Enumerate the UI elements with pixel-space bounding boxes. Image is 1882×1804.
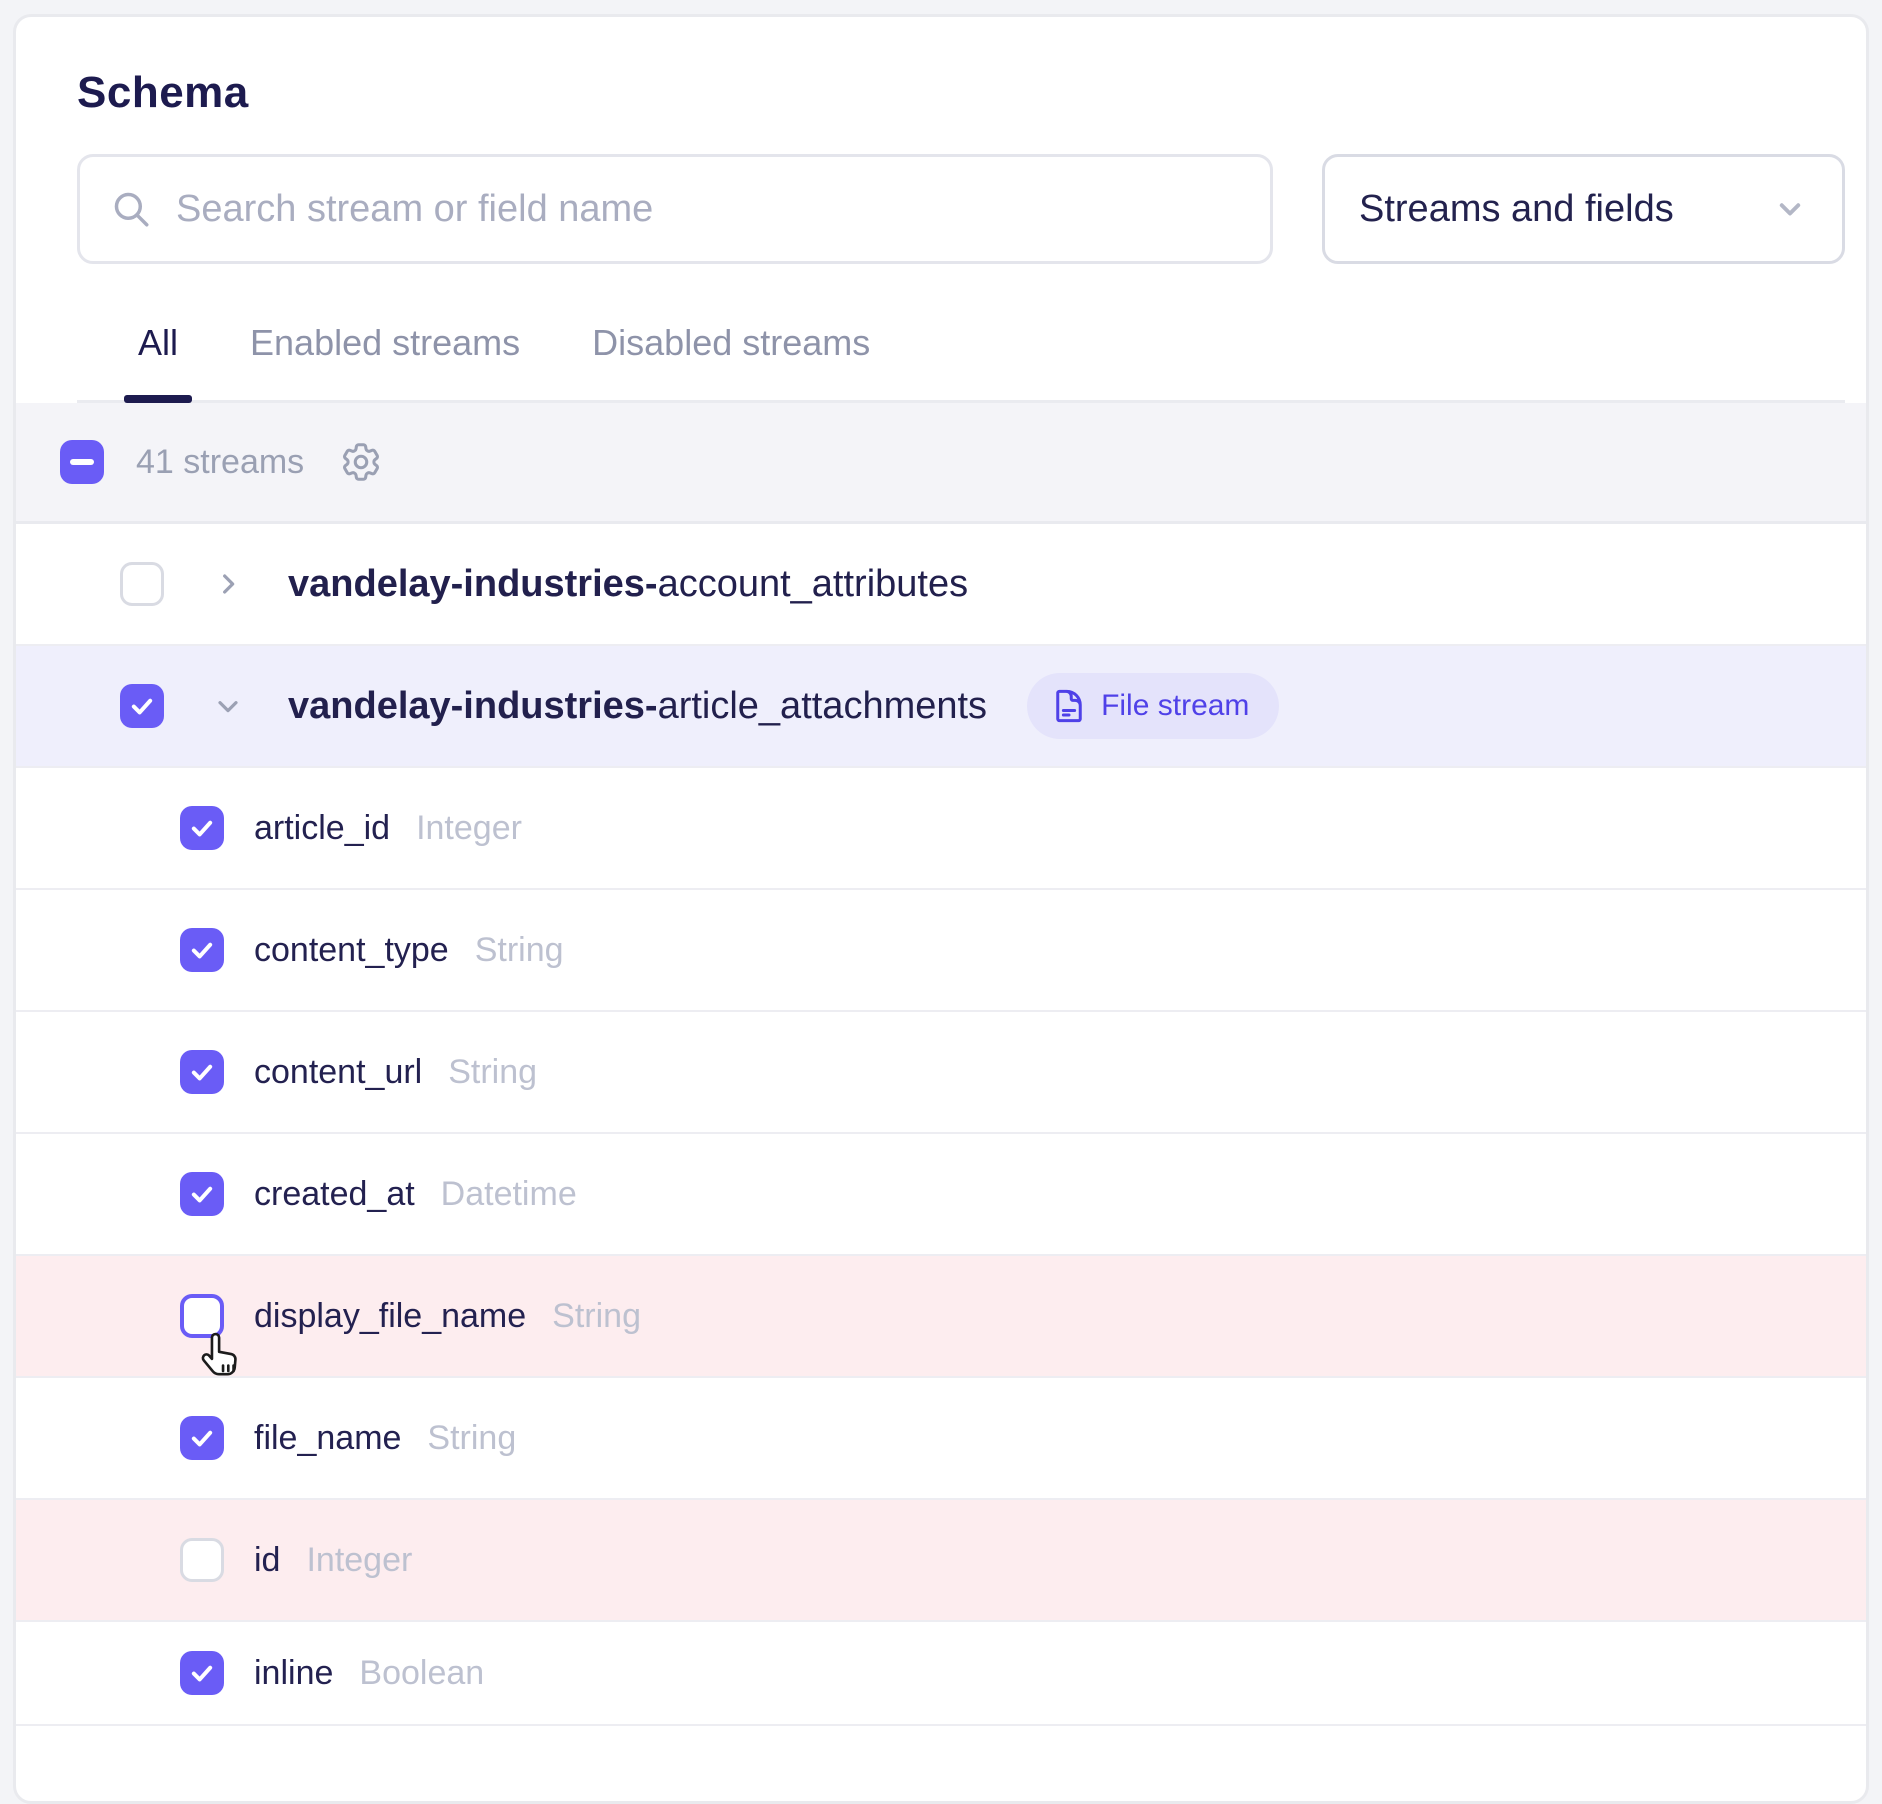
schema-header: Schema Streams and fields All Enabled st…	[16, 67, 1866, 403]
field-type: Boolean	[359, 1653, 485, 1692]
field-checkbox[interactable]	[180, 1050, 224, 1094]
chevron-down-icon	[1779, 203, 1801, 216]
tab-all[interactable]: All	[124, 306, 193, 403]
expand-chevron[interactable]	[212, 690, 244, 722]
field-row[interactable]: article_id Integer	[16, 768, 1866, 890]
chevron-right-icon	[223, 574, 235, 594]
tab-disabled-streams[interactable]: Disabled streams	[592, 322, 871, 363]
field-row[interactable]: content_type String	[16, 890, 1866, 1012]
stream-count-label: 41 streams	[136, 442, 305, 481]
field-type: String	[552, 1296, 641, 1335]
checkmark-icon	[191, 1186, 213, 1203]
field-type: Integer	[306, 1540, 413, 1579]
stream-filter-tabs: All Enabled streams Disabled streams	[77, 306, 1845, 403]
field-checkbox[interactable]	[180, 928, 224, 972]
field-name: article_id	[254, 808, 391, 847]
field-type: Datetime	[440, 1174, 577, 1213]
field-checkbox[interactable]	[180, 1416, 224, 1460]
field-type: String	[474, 930, 564, 969]
checkmark-icon	[191, 1665, 213, 1682]
checkmark-icon	[191, 820, 213, 837]
stream-checkbox[interactable]	[120, 684, 164, 728]
field-name: inline	[254, 1653, 334, 1692]
field-row[interactable]: inline Boolean	[16, 1622, 1866, 1726]
field-row[interactable]: display_file_name String	[16, 1256, 1866, 1378]
checkmark-icon	[191, 942, 213, 959]
tab-enabled-streams[interactable]: Enabled streams	[250, 322, 521, 363]
chevron-down-icon	[218, 701, 238, 713]
field-checkbox[interactable]	[180, 1172, 224, 1216]
search-input[interactable]	[176, 187, 1240, 231]
field-name: id	[254, 1540, 281, 1579]
field-name: display_file_name	[254, 1296, 527, 1335]
badge-label: File stream	[1101, 689, 1250, 722]
file-stream-badge: File stream	[1027, 673, 1280, 739]
stream-row[interactable]: vandelay-industries-account_attributes	[16, 524, 1866, 646]
field-type: Integer	[416, 808, 522, 847]
document-icon	[1056, 689, 1082, 723]
stream-list: vandelay-industries-account_attributes v…	[16, 524, 1866, 1726]
gear-icon[interactable]	[338, 439, 384, 485]
page-title: Schema	[77, 68, 249, 117]
field-checkbox[interactable]	[180, 806, 224, 850]
select-all-checkbox[interactable]	[60, 440, 104, 484]
checkmark-icon	[131, 698, 153, 715]
field-checkbox[interactable]	[180, 1294, 237, 1376]
view-mode-value: Streams and fields	[1359, 187, 1674, 230]
field-type: String	[427, 1418, 517, 1457]
stream-name: vandelay-industries-article_attachments	[288, 684, 988, 727]
field-row[interactable]: content_url String	[16, 1012, 1866, 1134]
field-checkbox[interactable]	[180, 1651, 224, 1695]
search-icon	[114, 192, 149, 227]
view-mode-dropdown[interactable]: Streams and fields	[1322, 154, 1845, 264]
field-name: created_at	[254, 1174, 415, 1213]
field-name: file_name	[254, 1418, 402, 1457]
expand-chevron[interactable]	[212, 568, 244, 600]
search-box[interactable]	[77, 154, 1273, 264]
field-row[interactable]: id Integer	[16, 1500, 1866, 1622]
checkmark-icon	[191, 1064, 213, 1081]
field-type: String	[448, 1052, 538, 1091]
stream-checkbox[interactable]	[120, 562, 164, 606]
schema-panel: Schema Streams and fields All Enabled st…	[13, 14, 1869, 1804]
stream-name: vandelay-industries-account_attributes	[288, 562, 969, 605]
indeterminate-mark-icon	[70, 459, 94, 465]
stream-list-header: 41 streams	[16, 403, 1866, 524]
field-row[interactable]: file_name String	[16, 1378, 1866, 1500]
hand-cursor-icon	[201, 1332, 237, 1376]
field-checkbox[interactable]	[180, 1538, 224, 1582]
stream-row[interactable]: vandelay-industries-article_attachments …	[16, 646, 1866, 768]
field-name: content_url	[254, 1052, 423, 1091]
field-row[interactable]: created_at Datetime	[16, 1134, 1866, 1256]
checkmark-icon	[191, 1430, 213, 1447]
field-name: content_type	[254, 930, 449, 969]
